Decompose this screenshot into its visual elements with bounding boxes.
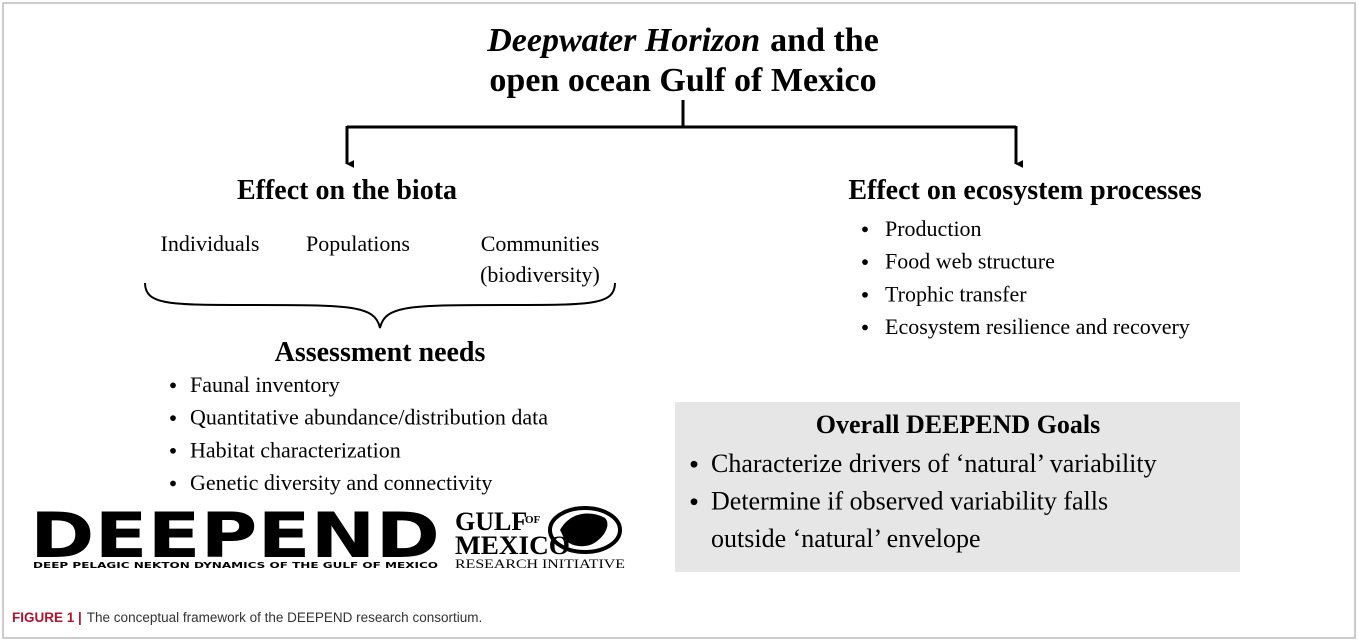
caption: FIGURE 1 | The conceptual framework of th… (12, 610, 482, 625)
list-item: Genetic diversity and connectivity (190, 470, 492, 495)
right-heading: Effect on ecosystem processes (848, 175, 1201, 206)
bullet (170, 447, 176, 454)
initiative: RESEARCH INITIATIVE (455, 556, 625, 571)
caption-text: The conceptual framework of the DEEPEND … (87, 610, 482, 625)
goals-heading: Overall DEEPEND Goals (816, 410, 1101, 439)
list-item: Ecosystem resilience and recovery (885, 314, 1190, 339)
list-item: Trophic transfer (885, 281, 1027, 306)
list-item: Habitat characterization (190, 437, 401, 462)
bullet (862, 324, 868, 331)
deepend-wordmark: DEEPEND (30, 499, 440, 572)
brace (144, 282, 616, 329)
bullet (862, 259, 868, 265)
bullet (690, 498, 698, 506)
level: (biodiversity) (480, 262, 600, 287)
gulf-shape (560, 513, 608, 547)
goals-box (675, 402, 1240, 572)
list-item: Characterize drivers of ‘natural’ variab… (711, 449, 1157, 478)
list-item: Food web structure (885, 249, 1055, 274)
list-item: outside ‘natural’ envelope (711, 524, 981, 553)
connector (345, 100, 1024, 168)
bullet (170, 480, 176, 487)
title-italic: Deepwater Horizon (486, 22, 760, 59)
level: Communities (481, 231, 600, 256)
bullet (170, 382, 176, 389)
goals-list: Characterize drivers of ‘natural’ variab… (690, 449, 1157, 553)
bullet (862, 291, 868, 298)
level: Individuals (161, 231, 260, 256)
level: Populations (306, 231, 410, 256)
of: OF (525, 514, 541, 526)
assessment-list: Faunal inventory Quantitative abundance/d… (170, 372, 548, 495)
left-heading: Effect on the biota (237, 175, 457, 206)
deepend-logo: DEEPEND DEEP PELAGIC NEKTON DYNAMICS OF … (30, 499, 440, 572)
gulf: GULF (455, 507, 527, 536)
mexico: MEXICO (455, 531, 570, 560)
list-item: Determine if observed variability falls (711, 487, 1108, 516)
deepend-subtitle: DEEP PELAGIC NEKTON DYNAMICS OF THE GULF… (33, 561, 438, 570)
title-line2: open ocean Gulf of Mexico (489, 62, 876, 99)
bullet (862, 226, 868, 233)
title-rest: and the (770, 22, 879, 59)
caption-label: FIGURE 1 | (12, 610, 82, 625)
list-item: Faunal inventory (190, 372, 340, 397)
title-line1: Deepwater Horizon and the (486, 22, 879, 59)
bullet (690, 460, 698, 468)
gomri-logo: GULF OF MEXICO RESEARCH INITIATIVE (455, 506, 625, 571)
process-list: Production Food web structure Trophic tran… (862, 216, 1190, 339)
list-item: Quantitative abundance/distribution data (190, 405, 548, 430)
bullet (170, 415, 176, 421)
assessment-heading: Assessment needs (275, 337, 486, 368)
list-item: Production (885, 216, 982, 241)
